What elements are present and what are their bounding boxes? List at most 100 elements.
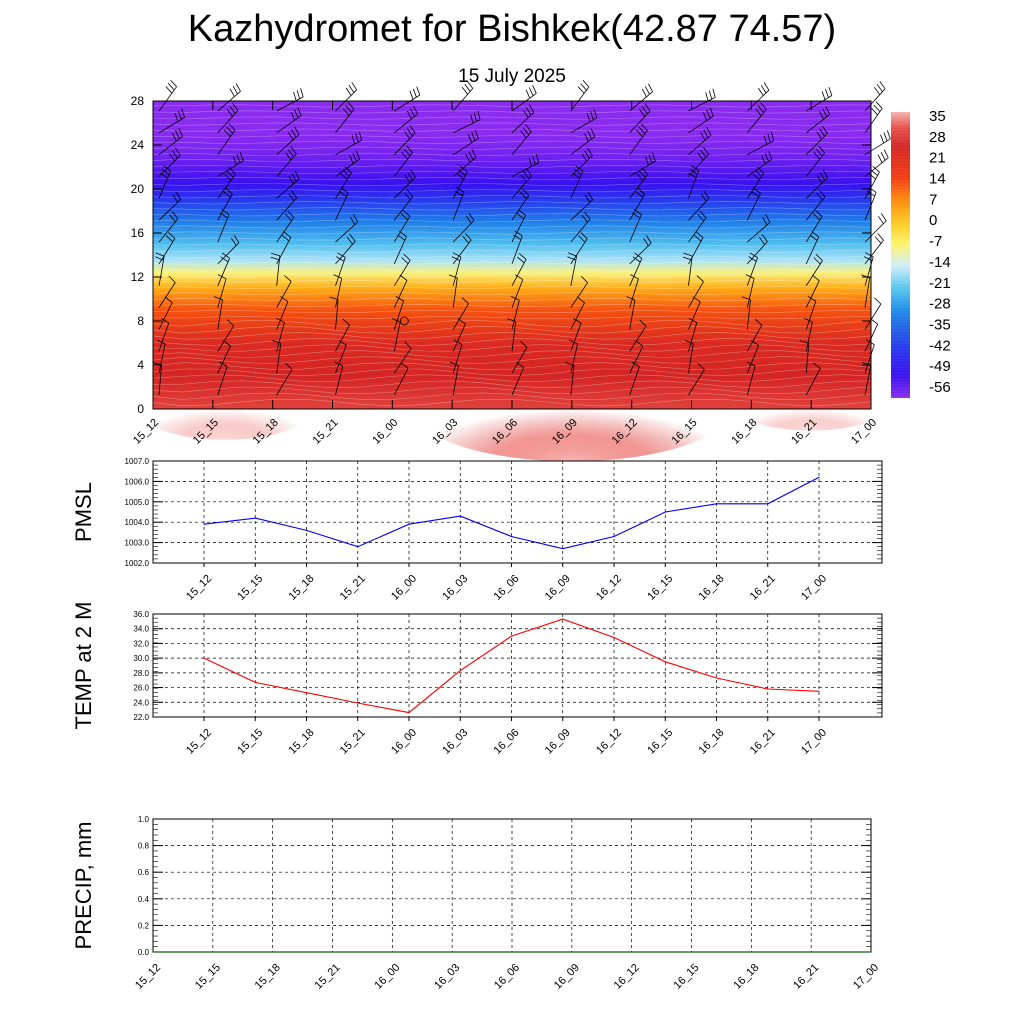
wind-barb (156, 339, 166, 374)
wind-barb (746, 166, 765, 199)
x-tick-label: 16_09 (543, 573, 573, 603)
wind-barb (570, 318, 582, 352)
wind-barb (158, 317, 170, 352)
colorbar-label: -56 (929, 379, 951, 396)
data-point (510, 635, 513, 637)
temp-2m-panel: 22.0 24.0 26.0 28.0 30.0 32.0 34.0 36.0 15_12 15_… (71, 602, 883, 757)
y-tick-label: 0.6 (138, 868, 150, 877)
colorbar-label: -28 (929, 296, 951, 313)
wind-barb (747, 131, 775, 156)
data-point (459, 670, 461, 672)
wind-barb (158, 79, 177, 112)
wind-barb (688, 127, 712, 156)
wind-barb (448, 274, 458, 308)
data-point (613, 636, 615, 639)
y-tick-label: 28 (131, 94, 145, 108)
colorbar-label: -21 (929, 275, 951, 292)
data-point (510, 535, 513, 538)
x-tick-label: 16_12 (594, 727, 624, 757)
pmsl-panel: 1002.0 1003.0 1004.0 1005.0 1006.0 1007.0 15_1… (71, 457, 883, 603)
wind-barb (684, 339, 694, 374)
wind-barb (805, 210, 823, 243)
wind-barb (746, 339, 759, 374)
wind-barb (805, 254, 823, 287)
wind-barb (747, 214, 771, 243)
x-tick-label: 15_15 (235, 727, 265, 757)
wind-barb (864, 297, 882, 330)
wind-barb (626, 296, 636, 330)
x-tick-label: 16_18 (731, 962, 761, 992)
y-tick-label: 16 (131, 226, 145, 240)
data-point (767, 688, 769, 690)
wind-barb (511, 104, 535, 134)
wind-barb (511, 154, 540, 177)
data-point (305, 529, 308, 532)
x-tick-label: 16_06 (492, 962, 522, 992)
data-point (613, 535, 615, 538)
wind-barb (805, 362, 821, 396)
x-tick-label: 15_15 (235, 573, 265, 603)
x-tick-label: 16_00 (389, 573, 419, 603)
wind-barb (688, 231, 704, 265)
colorbar-label: 35 (929, 108, 946, 125)
panel-frame (152, 613, 883, 718)
colorbar-label: -42 (929, 337, 951, 354)
wind-barb (393, 189, 414, 221)
colorbar-ramp (891, 112, 910, 398)
y-tick-label: 0.0 (138, 948, 150, 957)
x-tick-label: 15_12 (184, 573, 214, 603)
wind-barb (217, 123, 236, 155)
x-tick-label: 15_21 (313, 962, 343, 992)
wind-barb (567, 252, 577, 286)
precip-panel: 0.0 0.2 0.4 0.6 0.8 1.0 15_12 15_15 15_18 15_21 16… (71, 815, 881, 992)
wind-barb (217, 361, 228, 396)
wind-barb (688, 165, 700, 199)
wind-barb (569, 339, 578, 374)
data-point (818, 476, 820, 478)
wind-barb (158, 128, 183, 156)
wind-barb (335, 233, 356, 265)
wind-barb (452, 187, 465, 221)
wind-barb (217, 340, 231, 374)
wind-barb (335, 339, 347, 374)
wind-barb (864, 130, 891, 156)
wind-barb (511, 340, 528, 374)
x-tick-label: 15_15 (193, 962, 223, 992)
y-tick-label: 8 (137, 314, 144, 328)
y-tick-label: 1004.0 (125, 518, 150, 527)
wind-barb (570, 232, 588, 265)
wind-barb (393, 296, 404, 330)
wind-barb (688, 275, 704, 308)
wind-barb (158, 211, 179, 243)
x-tick-label: 16_21 (791, 962, 821, 992)
data-point (203, 657, 205, 659)
x-tick-label: 16_03 (440, 727, 470, 757)
x-tick-label: 15_18 (287, 727, 317, 757)
wind-barb (805, 274, 820, 308)
x-tick-label: 17_00 (799, 727, 829, 757)
data-point (305, 692, 308, 694)
y-tick-label: 1.0 (138, 815, 150, 824)
wind-barb (335, 166, 352, 199)
wind-barb (158, 232, 176, 265)
wind-barb (570, 80, 590, 112)
y-axis-label: PMSL (71, 482, 96, 542)
wind-barb (276, 146, 297, 177)
x-tick-label: 15_18 (253, 962, 283, 992)
wind-barb (864, 101, 883, 134)
wind-barb (688, 190, 710, 221)
x-tick-label: 15_21 (311, 417, 341, 447)
x-tick-label: 16_12 (594, 573, 624, 603)
wind-barb (217, 152, 244, 177)
wind-barb (452, 129, 479, 156)
y-tick-label: 1003.0 (125, 539, 150, 548)
y-tick-label: 24 (131, 138, 145, 152)
grid-lines (153, 818, 871, 953)
wind-barb (570, 211, 591, 243)
wind-barb (805, 231, 820, 265)
y-tick-label: 1005.0 (125, 498, 150, 507)
data-point (562, 548, 564, 550)
wind-barb (335, 131, 363, 156)
wind-barb (805, 145, 825, 177)
